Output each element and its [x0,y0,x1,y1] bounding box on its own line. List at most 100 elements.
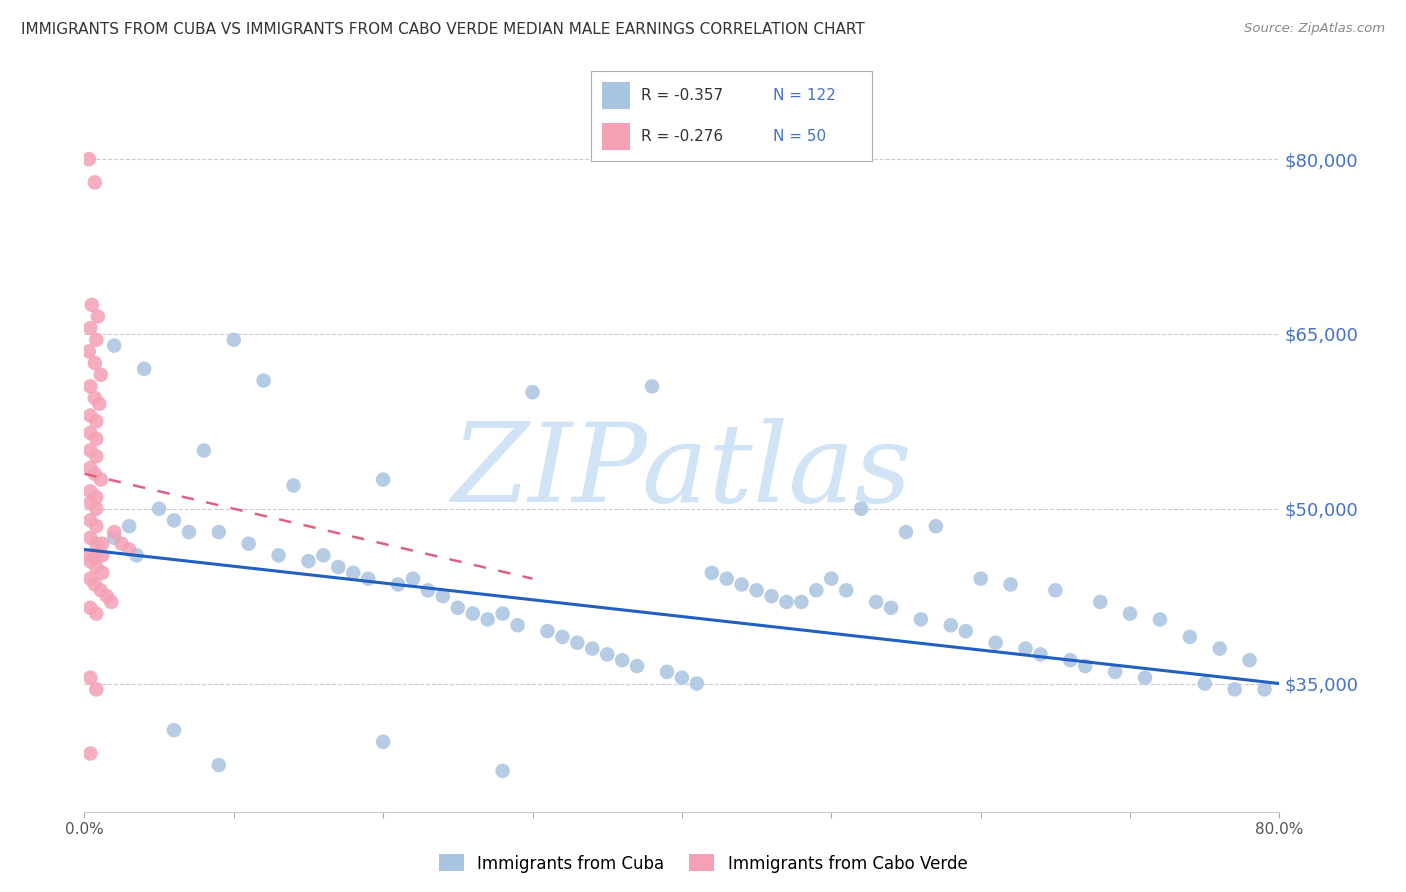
Point [148,501,170,516]
Point [177,524,200,539]
Point [132,362,156,376]
Point [89,397,111,411]
Point [1090,595,1112,609]
Point [1119,607,1142,621]
Point [984,636,1007,650]
Point [208,524,231,539]
Point [86,490,108,504]
Point [1223,682,1246,697]
Point [91,537,114,551]
Text: R = -0.276: R = -0.276 [641,129,723,144]
Point [79,321,101,335]
Point [402,572,425,586]
Point [79,513,101,527]
Point [835,583,858,598]
Point [83,391,105,405]
Point [492,607,515,621]
Point [103,338,125,352]
Point [312,549,335,563]
Point [79,443,101,458]
Point [373,473,395,487]
Point [79,572,101,586]
Point [77,152,100,166]
Text: N = 50: N = 50 [773,129,827,144]
Point [925,519,948,533]
Point [596,648,619,662]
Point [1029,648,1052,662]
Point [536,624,558,639]
Point [80,298,103,312]
Point [373,735,395,749]
Point [90,473,112,487]
Point [522,385,544,400]
Text: IMMIGRANTS FROM CUBA VS IMMIGRANTS FROM CABO VERDE MEDIAN MALE EARNINGS CORRELAT: IMMIGRANTS FROM CUBA VS IMMIGRANTS FROM … [21,22,865,37]
Point [111,537,134,551]
Point [253,374,276,388]
Point [1074,659,1097,673]
Point [79,600,101,615]
Point [851,501,873,516]
Point [612,653,634,667]
Point [125,549,148,563]
Point [83,577,105,591]
Point [79,484,101,499]
Point [1209,641,1232,656]
Point [1253,682,1275,697]
Point [86,501,108,516]
Point [1045,583,1067,598]
Point [894,524,917,539]
Legend: Immigrants from Cuba, Immigrants from Cabo Verde: Immigrants from Cuba, Immigrants from Ca… [432,847,974,880]
Point [83,467,105,481]
Point [163,723,186,738]
Point [1014,641,1036,656]
Point [86,414,108,428]
Point [86,549,108,563]
Point [267,549,290,563]
Point [193,443,215,458]
Point [86,560,108,574]
Point [79,531,101,545]
Point [775,595,797,609]
Point [655,665,678,679]
Point [86,607,108,621]
Point [86,333,108,347]
Point [208,758,231,772]
Point [163,513,186,527]
Text: Source: ZipAtlas.com: Source: ZipAtlas.com [1244,22,1385,36]
Point [90,583,112,598]
Point [79,409,101,423]
Point [86,450,108,464]
Point [761,589,783,603]
Point [79,549,101,563]
Point [671,671,693,685]
Point [86,682,108,697]
Point [641,379,664,393]
Point [790,595,813,609]
Point [90,368,112,382]
Point [939,618,962,632]
Point [77,344,100,359]
Point [1000,577,1022,591]
Point [328,560,350,574]
Point [716,572,738,586]
Point [1104,665,1126,679]
Point [745,583,768,598]
Text: R = -0.357: R = -0.357 [641,88,723,103]
Point [238,537,260,551]
Point [1133,671,1156,685]
Point [83,176,105,190]
Point [731,577,754,591]
Point [86,432,108,446]
Point [447,600,470,615]
Point [581,641,603,656]
Point [955,624,977,639]
Point [79,747,101,761]
Point [700,566,723,580]
Point [1239,653,1261,667]
Point [342,566,364,580]
Point [91,566,114,580]
Point [222,333,245,347]
Point [91,549,114,563]
Point [387,577,409,591]
Point [100,595,122,609]
